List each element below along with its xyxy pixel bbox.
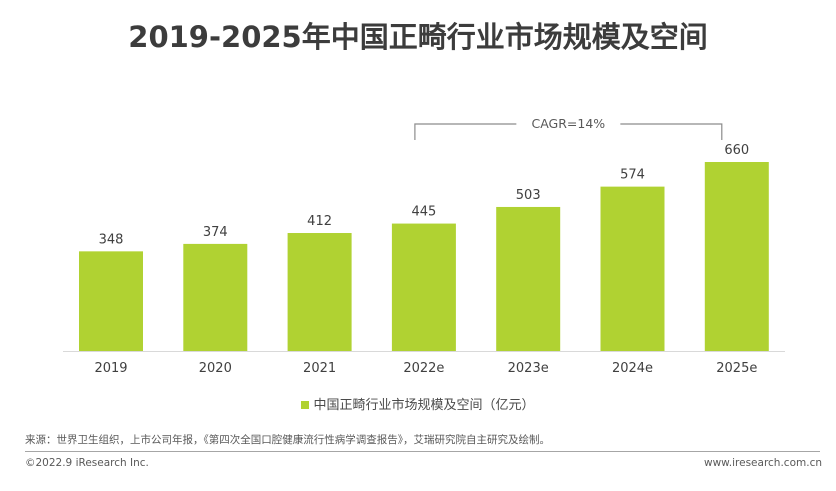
data-label-2024e: 574 — [620, 168, 645, 183]
data-label-2019: 348 — [99, 232, 124, 247]
x-tick-2025e: 2025e — [716, 361, 757, 376]
legend: 中国正畸行业市场规模及空间（亿元） — [0, 394, 836, 413]
legend-swatch — [301, 400, 310, 409]
legend-label: 中国正畸行业市场规模及空间（亿元） — [313, 398, 535, 413]
data-label-2022e: 445 — [411, 205, 436, 220]
cagr-annotation: CAGR=14% — [414, 116, 723, 140]
cagr-bracket-left — [414, 123, 517, 140]
data-label-2021: 412 — [307, 214, 332, 229]
bar-2019 — [79, 251, 143, 351]
bar-2022e — [391, 223, 456, 351]
x-tick-2019: 2019 — [94, 361, 127, 376]
x-tick-labels-layer: 2019 2020 2021 2022e 2023e 2024e 2025e — [94, 361, 757, 376]
data-label-2023e: 503 — [516, 188, 541, 203]
data-label-2020: 374 — [203, 225, 228, 240]
data-label-2025e: 660 — [724, 143, 749, 158]
bars-layer — [79, 162, 769, 351]
bar-2023e — [496, 206, 561, 351]
chart-title: 2019-2025年中国正畸行业市场规模及空间 — [128, 20, 708, 54]
data-labels-layer: 348 374 412 445 503 574 660 — [99, 143, 750, 247]
bar-2025e — [704, 162, 769, 351]
bar-2024e — [600, 186, 665, 351]
cagr-label: CAGR=14% — [531, 116, 605, 131]
x-tick-2023e: 2023e — [508, 361, 549, 376]
copyright-text: ©2022.9 iResearch Inc. — [25, 457, 149, 469]
x-tick-2021: 2021 — [303, 361, 336, 376]
x-tick-2024e: 2024e — [612, 361, 653, 376]
x-tick-2020: 2020 — [199, 361, 232, 376]
source-note: 来源：世界卫生组织，上市公司年报，《第四次全国口腔健康流行性病学调查报告》，艾瑞… — [25, 434, 550, 446]
x-tick-2022e: 2022e — [403, 361, 444, 376]
footer-divider — [25, 451, 820, 452]
bar-2021 — [287, 233, 352, 351]
cagr-bracket-right — [620, 123, 723, 140]
bar-2020 — [183, 243, 248, 351]
website-link[interactable]: www.iresearch.com.cn — [703, 457, 822, 469]
